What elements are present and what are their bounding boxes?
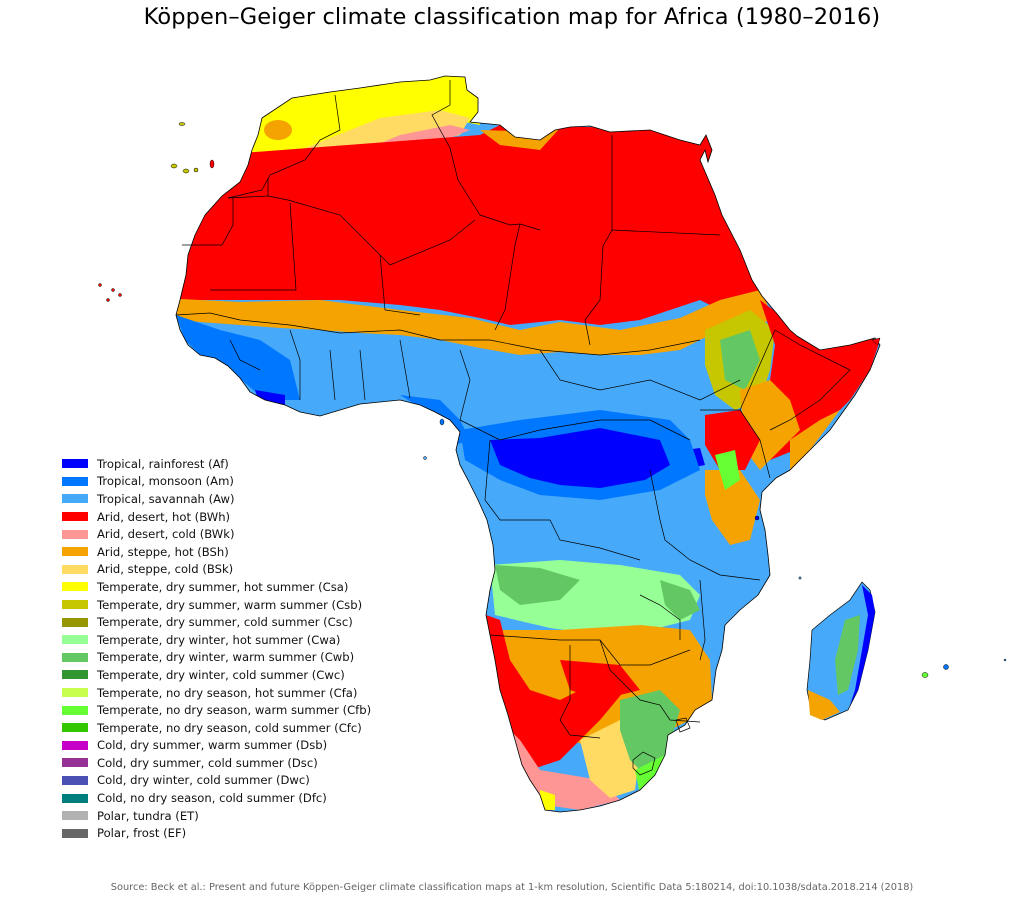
- legend-item-aw: Tropical, savannah (Aw): [62, 490, 371, 508]
- legend-swatch: [62, 617, 88, 627]
- legend-swatch: [62, 670, 88, 680]
- legend-swatch: [62, 793, 88, 803]
- legend-swatch: [62, 476, 88, 486]
- legend-swatch: [62, 828, 88, 838]
- legend-item-csa: Temperate, dry summer, hot summer (Csa): [62, 578, 371, 596]
- legend-item-csb: Temperate, dry summer, warm summer (Csb): [62, 596, 371, 614]
- legend-label: Temperate, dry winter, cold summer (Cwc): [97, 667, 345, 682]
- legend-item-cwc: Temperate, dry winter, cold summer (Cwc): [62, 666, 371, 684]
- legend-label: Cold, no dry season, cold summer (Dfc): [97, 791, 327, 806]
- legend-item-dfc: Cold, no dry season, cold summer (Dfc): [62, 789, 371, 807]
- legend-label: Temperate, no dry season, warm summer (C…: [97, 703, 372, 718]
- legend-label: Temperate, dry winter, warm summer (Cwb): [97, 650, 355, 665]
- legend-item-cfc: Temperate, no dry season, cold summer (C…: [62, 719, 371, 737]
- legend-swatch: [62, 705, 88, 715]
- legend-label: Tropical, monsoon (Am): [97, 474, 234, 489]
- legend-label: Tropical, savannah (Aw): [97, 491, 235, 506]
- legend-swatch: [62, 688, 88, 698]
- legend-item-bsh: Arid, steppe, hot (BSh): [62, 543, 371, 561]
- legend-swatch: [62, 547, 88, 557]
- legend-label: Tropical, rainforest (Af): [97, 456, 229, 471]
- legend-item-bsk: Arid, steppe, cold (BSk): [62, 561, 371, 579]
- legend-label: Temperate, no dry season, cold summer (C…: [97, 720, 362, 735]
- legend-item-et: Polar, tundra (ET): [62, 807, 371, 825]
- legend-label: Temperate, no dry season, hot summer (Cf…: [97, 685, 358, 700]
- legend-swatch: [62, 635, 88, 645]
- legend-item-cfb: Temperate, no dry season, warm summer (C…: [62, 701, 371, 719]
- legend-item-dwc: Cold, dry winter, cold summer (Dwc): [62, 772, 371, 790]
- legend-swatch: [62, 652, 88, 662]
- legend-item-am: Tropical, monsoon (Am): [62, 473, 371, 491]
- legend-swatch: [62, 758, 88, 768]
- legend-label: Arid, desert, cold (BWk): [97, 527, 235, 542]
- map-legend: Tropical, rainforest (Af) Tropical, mons…: [62, 455, 371, 842]
- legend-item-cwa: Temperate, dry winter, hot summer (Cwa): [62, 631, 371, 649]
- legend-item-csc: Temperate, dry summer, cold summer (Csc): [62, 613, 371, 631]
- legend-item-dsc: Cold, dry summer, cold summer (Dsc): [62, 754, 371, 772]
- legend-label: Temperate, dry summer, warm summer (Csb): [97, 597, 363, 612]
- legend-item-cfa: Temperate, no dry season, hot summer (Cf…: [62, 684, 371, 702]
- legend-swatch: [62, 740, 88, 750]
- legend-label: Arid, steppe, cold (BSk): [97, 562, 234, 577]
- legend-label: Temperate, dry winter, hot summer (Cwa): [97, 632, 341, 647]
- legend-swatch: [62, 600, 88, 610]
- legend-swatch: [62, 723, 88, 733]
- legend-label: Cold, dry summer, warm summer (Dsb): [97, 738, 328, 753]
- source-citation: Source: Beck et al.: Present and future …: [110, 882, 914, 893]
- map-title: Köppen–Geiger climate classification map…: [143, 4, 881, 30]
- legend-label: Temperate, dry summer, hot summer (Csa): [97, 579, 349, 594]
- legend-swatch: [62, 494, 88, 504]
- legend-swatch: [62, 512, 88, 522]
- legend-item-ef: Polar, frost (EF): [62, 824, 371, 842]
- legend-swatch: [62, 529, 88, 539]
- legend-label: Cold, dry winter, cold summer (Dwc): [97, 773, 310, 788]
- legend-swatch: [62, 775, 88, 785]
- legend-item-cwb: Temperate, dry winter, warm summer (Cwb): [62, 649, 371, 667]
- legend-label: Temperate, dry summer, cold summer (Csc): [97, 615, 353, 630]
- madagascar: [806, 581, 876, 721]
- legend-swatch: [62, 811, 88, 821]
- small-islands: [98, 122, 1007, 678]
- legend-item-dsb: Cold, dry summer, warm summer (Dsb): [62, 737, 371, 755]
- legend-label: Cold, dry summer, cold summer (Dsc): [97, 755, 318, 770]
- legend-item-bwk: Arid, desert, cold (BWk): [62, 525, 371, 543]
- legend-label: Polar, frost (EF): [97, 826, 187, 841]
- country-borders: [175, 80, 851, 776]
- legend-swatch: [62, 564, 88, 574]
- legend-item-bwh: Arid, desert, hot (BWh): [62, 508, 371, 526]
- legend-swatch: [62, 582, 88, 592]
- legend-label: Polar, tundra (ET): [97, 808, 199, 823]
- legend-item-af: Tropical, rainforest (Af): [62, 455, 371, 473]
- legend-label: Arid, desert, hot (BWh): [97, 509, 231, 524]
- legend-label: Arid, steppe, hot (BSh): [97, 544, 229, 559]
- legend-swatch: [62, 459, 88, 469]
